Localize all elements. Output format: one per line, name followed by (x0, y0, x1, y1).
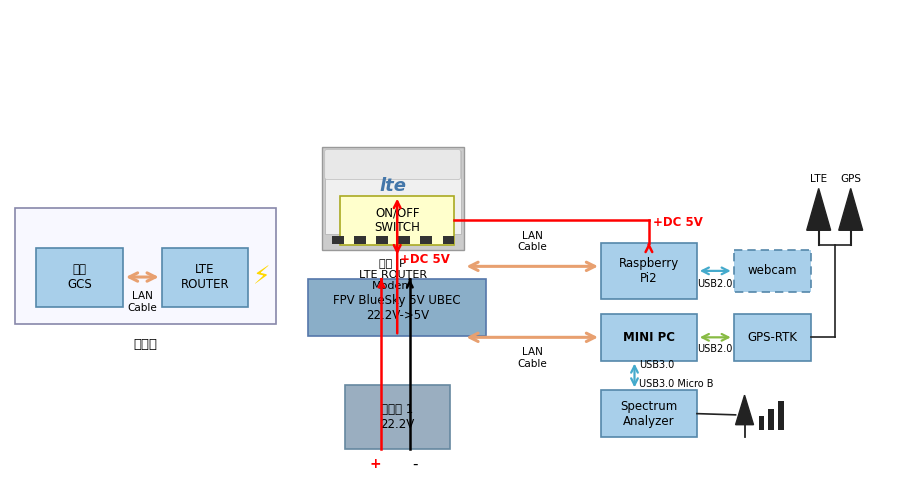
Text: USB3.0: USB3.0 (640, 359, 675, 369)
Text: USB2.0: USB2.0 (698, 345, 733, 354)
Bar (36, 248, 123, 306)
Text: +DC 5V: +DC 5V (653, 216, 703, 229)
Bar (442, 236, 454, 244)
Text: FPV BlueSky 5V UBEC
22.2V->5V: FPV BlueSky 5V UBEC 22.2V->5V (333, 294, 461, 322)
Bar (376, 236, 388, 244)
Bar (733, 250, 812, 292)
Bar (340, 196, 454, 245)
Bar (308, 280, 487, 336)
Text: 배터리 1
22.2V: 배터리 1 22.2V (380, 403, 414, 431)
Bar (331, 236, 343, 244)
Text: USB3.0 Micro B: USB3.0 Micro B (640, 380, 714, 390)
Text: LAN
Cable: LAN Cable (518, 231, 547, 252)
Text: 지상
GCS: 지상 GCS (67, 263, 92, 291)
Text: +: + (370, 457, 381, 471)
Text: LAN
Cable: LAN Cable (128, 291, 157, 312)
Text: +DC 5V: +DC 5V (400, 253, 450, 266)
Polygon shape (839, 189, 863, 230)
Bar (778, 401, 784, 430)
Bar (15, 208, 276, 324)
Bar (162, 248, 249, 306)
Text: 고정 IP
LTE ROUTER
Modem: 고정 IP LTE ROUTER Modem (359, 258, 427, 291)
Bar (768, 409, 775, 430)
Bar (344, 385, 450, 449)
Text: Raspberry
Pi2: Raspberry Pi2 (619, 257, 679, 285)
Text: -: - (412, 457, 418, 472)
Text: 지상국: 지상국 (133, 338, 158, 351)
Bar (420, 236, 432, 244)
Bar (601, 390, 697, 437)
Bar (321, 147, 464, 250)
Text: ⚡: ⚡ (252, 265, 270, 289)
Text: LTE: LTE (810, 174, 827, 185)
Text: webcam: webcam (748, 264, 797, 277)
Text: GPS: GPS (840, 174, 861, 185)
Text: MINI PC: MINI PC (623, 331, 675, 344)
Bar (325, 150, 461, 234)
Bar (398, 236, 410, 244)
Text: ON/OFF
SWITCH: ON/OFF SWITCH (375, 206, 420, 235)
Polygon shape (735, 395, 754, 425)
Text: LAN
Cable: LAN Cable (518, 347, 547, 369)
Text: USB2.0: USB2.0 (698, 279, 733, 289)
Bar (733, 314, 812, 361)
Bar (758, 416, 765, 430)
FancyBboxPatch shape (325, 149, 461, 179)
Bar (601, 243, 697, 299)
Bar (601, 314, 697, 361)
Bar (353, 236, 365, 244)
Text: LTE
ROUTER: LTE ROUTER (181, 263, 230, 291)
Polygon shape (807, 189, 831, 230)
Text: Spectrum
Analyzer: Spectrum Analyzer (621, 399, 677, 428)
Text: GPS-RTK: GPS-RTK (747, 331, 798, 344)
Text: lte: lte (379, 177, 406, 195)
